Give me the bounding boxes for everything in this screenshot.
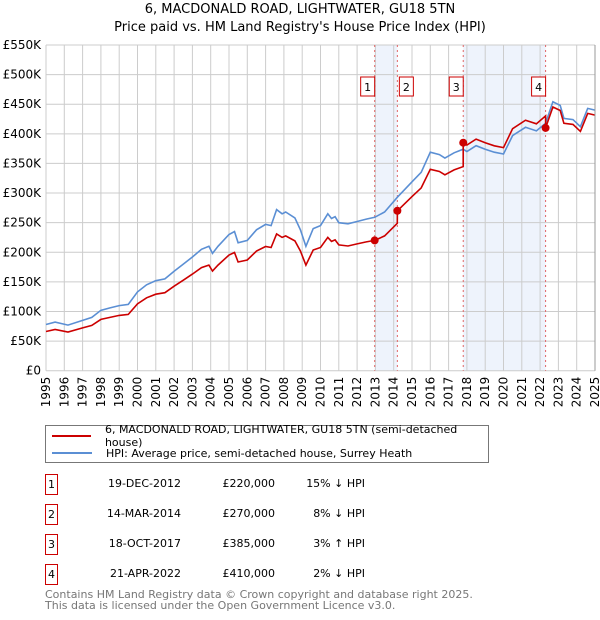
property-price-line: [45, 105, 596, 333]
sale-label-box: [360, 76, 376, 97]
x-tick-label: 2013: [368, 377, 382, 408]
sale-hpi-diff: 2% ↓ HPI: [313, 567, 365, 580]
y-tick-label: £0: [26, 364, 41, 378]
ownership-shade: [463, 45, 546, 371]
sale-price: £410,000: [222, 567, 276, 580]
x-tick-label: 2015: [405, 377, 419, 408]
x-tick-label: 2000: [131, 377, 145, 408]
x-tick-label: 2010: [314, 377, 328, 408]
legend: 6, MACDONALD ROAD, LIGHTWATER, GU18 5TN …: [45, 423, 489, 463]
x-tick-label: 2004: [204, 377, 218, 408]
legend-item-hpi: HPI: Average price, semi-detached house,…: [46, 445, 412, 461]
sale-point: [541, 123, 550, 132]
sales-table-row: 4 21-APR-2022 £410,000 2% ↓ HPI: [45, 564, 445, 585]
chart-title: 6, MACDONALD ROAD, LIGHTWATER, GU18 5TN: [144, 2, 456, 17]
x-tick-label: 2009: [295, 377, 309, 408]
footer-copyright: Contains HM Land Registry data © Crown c…: [45, 588, 473, 601]
chart-plot: £0 £50K £100K £150K £200K £250K £300K £350K £400…: [3, 38, 600, 408]
sale-hpi-diff: 3% ↑ HPI: [313, 537, 365, 550]
y-tick-label: £250K: [3, 216, 43, 230]
sale-label-number: 2: [403, 81, 410, 94]
ownership-shade: [374, 45, 398, 371]
x-tick-label: 1998: [94, 377, 108, 408]
y-tick-label: £200K: [3, 245, 43, 259]
x-tick-label: 2024: [570, 377, 584, 408]
footer-licence: This data is licensed under the Open Gov…: [45, 599, 396, 612]
sales-table-row: 1 19-DEC-2012 £220,000 15% ↓ HPI: [45, 474, 445, 495]
sale-label-number: 1: [364, 81, 371, 94]
footer: Contains HM Land Registry data © Crown c…: [45, 589, 473, 611]
legend-label-hpi: HPI: Average price, semi-detached house,…: [106, 446, 413, 460]
chart-subtitle: Price paid vs. HM Land Registry's House …: [114, 20, 486, 35]
sale-marker-badge: 2: [45, 504, 58, 525]
sales-table-row: 3 18-OCT-2017 £385,000 3% ↑ HPI: [45, 534, 445, 555]
x-tick-label: 2018: [460, 377, 474, 408]
y-tick-label: £350K: [3, 156, 43, 170]
legend-swatch-hpi: [52, 452, 92, 454]
x-tick-label: 2019: [478, 377, 492, 408]
x-tick-label: 2025: [588, 377, 600, 408]
sale-label-box: [398, 76, 414, 97]
x-tick-label: 2022: [533, 377, 547, 408]
legend-label-property: 6, MACDONALD ROAD, LIGHTWATER, GU18 5TN …: [104, 423, 458, 449]
x-tick-label: 1999: [112, 377, 126, 408]
x-tick-label: 2017: [442, 377, 456, 408]
legend-item-property: 6, MACDONALD ROAD, LIGHTWATER, GU18 5TN …: [46, 423, 488, 449]
y-tick-label: £400K: [3, 127, 43, 141]
y-tick-label: £50K: [10, 334, 42, 348]
sale-hpi-diff: 15% ↓ HPI: [306, 477, 365, 490]
x-tick-label: 2002: [167, 377, 181, 408]
y-tick-label: £500K: [3, 68, 43, 82]
sale-marker-badge: 4: [45, 564, 58, 585]
sale-point: [459, 138, 468, 147]
x-tick-label: 2016: [423, 377, 437, 408]
x-tick-label: 2012: [350, 377, 364, 408]
sale-hpi-diff: 8% ↓ HPI: [313, 507, 365, 520]
sale-label-number: 3: [453, 81, 460, 94]
y-tick-label: £450K: [3, 97, 43, 111]
y-tick-label: £300K: [3, 186, 43, 200]
sale-date: 21-APR-2022: [109, 567, 181, 580]
sale-marker-badge: 3: [45, 534, 58, 555]
x-tick-label: 2001: [149, 377, 163, 408]
x-tick-label: 2005: [222, 377, 236, 408]
x-tick-label: 2007: [259, 377, 273, 408]
sale-date: 14-MAR-2014: [106, 507, 181, 520]
sales-table-row: 2 14-MAR-2014 £270,000 8% ↓ HPI: [45, 504, 445, 525]
sale-price: £270,000: [222, 507, 276, 520]
x-tick-label: 2003: [185, 377, 199, 408]
sale-point: [370, 236, 379, 245]
x-tick-label: 2011: [332, 377, 346, 408]
x-tick-label: 2014: [387, 377, 401, 408]
x-tick-label: 2023: [551, 377, 565, 408]
sale-price: £385,000: [222, 537, 276, 550]
x-tick-label: 2021: [515, 377, 529, 408]
x-tick-label: 1996: [57, 377, 71, 408]
hpi-line: [45, 100, 596, 326]
legend-swatch-property: [52, 435, 91, 437]
x-tick-label: 2008: [277, 377, 291, 408]
x-tick-label: 2020: [497, 377, 511, 408]
sale-price: £220,000: [222, 477, 276, 490]
x-tick-label: 1995: [39, 377, 53, 408]
sale-point: [393, 206, 402, 215]
sale-marker-badge: 1: [45, 474, 58, 495]
y-tick-label: £150K: [3, 275, 43, 289]
sale-label-box: [448, 76, 464, 97]
sale-date: 19-DEC-2012: [107, 477, 181, 490]
x-tick-label: 1997: [76, 377, 90, 408]
y-tick-label: £550K: [3, 38, 43, 52]
y-tick-label: £100K: [3, 304, 43, 318]
sale-label-box: [531, 76, 547, 97]
x-tick-label: 2006: [240, 377, 254, 408]
sale-label-number: 4: [535, 81, 542, 94]
sale-date: 18-OCT-2017: [108, 537, 181, 550]
